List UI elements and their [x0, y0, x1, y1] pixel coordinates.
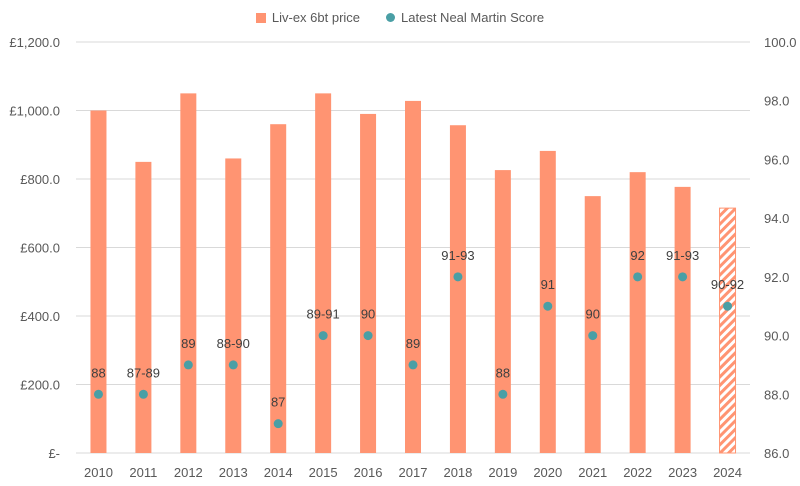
chart-legend: Liv-ex 6bt price Latest Neal Martin Scor…	[0, 10, 800, 25]
legend-swatch-score	[386, 13, 396, 22]
y-right-tick-label: 96.0	[764, 152, 789, 167]
price-bar	[494, 170, 511, 453]
score-dot	[588, 331, 598, 341]
y-left-tick-label: £600.0	[20, 241, 60, 256]
score-dot	[723, 301, 733, 311]
score-dot	[273, 419, 283, 429]
y-left-tick-label: £1,000.0	[9, 104, 60, 119]
y-right-tick-label: 100.0	[764, 35, 797, 50]
x-tick-label: 2015	[309, 465, 338, 480]
score-data-label: 91-93	[441, 248, 474, 263]
price-bar	[405, 100, 421, 453]
price-bar	[180, 93, 197, 453]
x-tick-label: 2013	[219, 465, 248, 480]
x-tick-label: 2018	[443, 465, 472, 480]
price-bar	[584, 196, 601, 453]
score-data-label: 90-92	[711, 277, 744, 292]
x-tick-label: 2016	[354, 465, 383, 480]
x-tick-label: 2011	[129, 465, 157, 480]
y-left-tick-label: £800.0	[20, 172, 60, 187]
y-right-tick-label: 94.0	[764, 211, 789, 226]
score-dot	[183, 360, 193, 370]
x-tick-label: 2020	[533, 465, 562, 480]
y-left-tick-label: £400.0	[20, 309, 60, 324]
x-tick-label: 2014	[264, 465, 293, 480]
score-data-label: 87-89	[127, 365, 160, 380]
x-tick-label: 2010	[84, 465, 113, 480]
legend-item-score: Latest Neal Martin Score	[386, 10, 544, 25]
score-data-label: 89	[181, 336, 195, 351]
price-bar	[270, 124, 287, 453]
y-left-tick-label: £200.0	[20, 378, 60, 393]
y-right-tick-label: 92.0	[764, 270, 789, 285]
x-tick-label: 2023	[668, 465, 697, 480]
score-data-label: 88	[496, 365, 510, 380]
x-tick-label: 2017	[399, 465, 428, 480]
score-dot	[408, 360, 418, 370]
score-data-label: 92	[630, 248, 644, 263]
price-bar	[90, 110, 107, 453]
score-data-label: 88	[91, 365, 105, 380]
price-bar	[315, 93, 332, 453]
legend-label-price: Liv-ex 6bt price	[271, 10, 361, 25]
score-data-label: 90	[361, 307, 375, 322]
score-data-label: 91-93	[666, 248, 699, 263]
price-bar	[135, 161, 152, 453]
score-dot	[93, 389, 103, 399]
score-dot	[138, 389, 148, 399]
score-data-label: 89	[406, 336, 420, 351]
score-dot	[678, 272, 688, 282]
y-right-tick-label: 98.0	[764, 94, 789, 109]
score-data-label: 90	[585, 307, 599, 322]
y-right-tick-label: 88.0	[764, 387, 789, 402]
price-bar	[629, 172, 646, 453]
score-dot	[633, 272, 643, 282]
legend-swatch-price	[255, 12, 266, 23]
legend-item-price: Liv-ex 6bt price	[255, 10, 361, 25]
price-bar	[719, 207, 737, 454]
y-left-tick-label: £1,200.0	[9, 35, 60, 50]
x-tick-label: 2024	[713, 465, 742, 480]
score-dot	[498, 389, 508, 399]
score-data-label: 91	[541, 277, 555, 292]
y-right-tick-label: 86.0	[764, 446, 789, 461]
x-tick-label: 2019	[488, 465, 517, 480]
x-tick-label: 2022	[623, 465, 652, 480]
score-dot	[228, 360, 238, 370]
price-bar	[674, 186, 691, 453]
y-left-tick-label: £-	[48, 446, 60, 461]
legend-label-score: Latest Neal Martin Score	[401, 10, 545, 25]
score-data-label: 87	[271, 395, 285, 410]
y-right-tick-label: 90.0	[764, 329, 789, 344]
score-dot	[363, 331, 373, 341]
score-data-label: 89-91	[307, 307, 340, 322]
price-bar	[360, 113, 377, 454]
price-bar	[225, 158, 242, 453]
score-dot	[543, 301, 553, 311]
x-tick-label: 2021	[578, 465, 607, 480]
x-tick-label: 2012	[174, 465, 203, 480]
score-dot	[318, 331, 328, 341]
price-bar	[449, 125, 466, 453]
score-dot	[453, 272, 463, 282]
score-data-label: 88-90	[217, 336, 250, 351]
